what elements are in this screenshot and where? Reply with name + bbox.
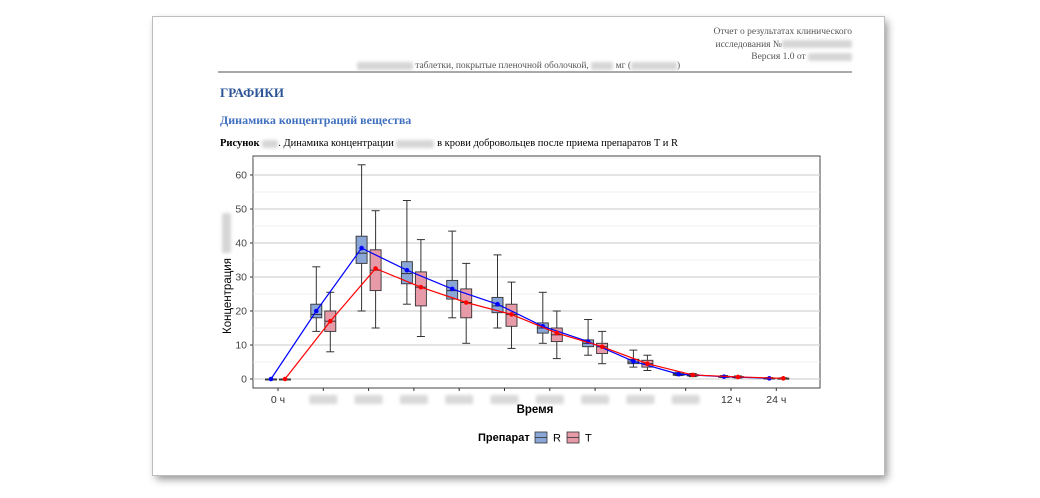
legend: Препарат R T (478, 431, 592, 445)
caption-text-2: в крови добровольцев после приема препар… (437, 138, 678, 149)
mean-point (449, 286, 455, 292)
mean-point (599, 344, 605, 350)
mean-point (781, 376, 786, 381)
y-tick-label: 50 (235, 204, 247, 216)
y-tick-label: 20 (235, 306, 247, 318)
y-tick-label: 60 (235, 170, 247, 182)
mean-point (373, 266, 378, 271)
plot-frame (252, 155, 821, 389)
grid (253, 157, 820, 380)
x-tick-label-redacted (399, 395, 428, 404)
header-subtitle: таблетки, покрытые пленочной оболочкой, … (153, 61, 884, 71)
x-tick-label-redacted (626, 395, 655, 404)
mean-point (463, 300, 469, 305)
x-tick-label-redacted (445, 395, 474, 404)
x-tick-label-redacted (535, 395, 564, 404)
x-tick-label-redacted (671, 395, 700, 404)
series-T-mean (282, 266, 786, 382)
x-tick-label: 12 ч (721, 394, 741, 406)
y-axis-unit-redacted (222, 213, 231, 253)
y-tick-label: 40 (235, 238, 247, 250)
x-tick-label-redacted (354, 395, 383, 404)
y-tick-label: 0 (241, 374, 247, 386)
header-line-1: Отчет о результатах клинического (713, 27, 852, 37)
header-divider (218, 71, 852, 73)
header-line-2: исследования № (713, 39, 852, 52)
legend-label-T: T (585, 433, 592, 445)
y-tick-label: 30 (235, 272, 247, 284)
mean-point (418, 284, 424, 290)
mean-point (495, 301, 500, 307)
header-line-3: Версия 1.0 от (713, 51, 852, 64)
mean-point (328, 318, 333, 324)
mean-point (554, 330, 560, 336)
x-tick-label: 24 ч (766, 394, 786, 406)
x-tick-label-redacted (309, 395, 338, 404)
legend-label-R: R (553, 433, 561, 445)
y-tick-label: 10 (235, 340, 247, 352)
figure-caption: Рисунок . Динамика концентрации в крови … (220, 138, 678, 149)
section-title: ГРАФИКИ (220, 85, 284, 100)
x-tick-label-redacted (581, 395, 610, 404)
x-tick-label-redacted (490, 395, 519, 404)
mean-point (268, 376, 274, 382)
mean-line (270, 247, 770, 380)
x-tick-label: 0 ч (271, 394, 285, 406)
mean-point (282, 376, 288, 382)
mean-point (690, 372, 695, 378)
mean-point (359, 245, 364, 251)
mean-point (676, 371, 681, 377)
mean-line (284, 267, 784, 380)
mean-point (314, 308, 319, 314)
mean-point (631, 359, 636, 364)
y-axis-title: Концентрация (222, 258, 234, 334)
y-axis: 0 10 20 30 40 50 60 (235, 170, 253, 386)
caption-label: Рисунок (220, 138, 260, 149)
mean-point (645, 361, 650, 367)
x-axis: 0 ч 12 ч 24 ч (271, 388, 786, 406)
box (400, 261, 413, 285)
report-header: Отчет о результатах клинического исследо… (713, 26, 852, 64)
legend-title: Препарат (478, 432, 530, 444)
series-R-mean (268, 245, 772, 382)
x-axis-title: Время (517, 404, 554, 416)
subsection-title: Динамика концентраций вещества (220, 113, 412, 127)
caption-text-1: Динамика концентрации (283, 138, 394, 149)
header-subtitle-text: таблетки, покрытые пленочной оболочкой, (415, 61, 589, 71)
mean-point (735, 374, 741, 380)
mean-lines (268, 245, 786, 382)
header-subtitle-unit: мг ( (615, 61, 632, 71)
mean-point (509, 312, 514, 317)
mean-point (404, 267, 410, 273)
